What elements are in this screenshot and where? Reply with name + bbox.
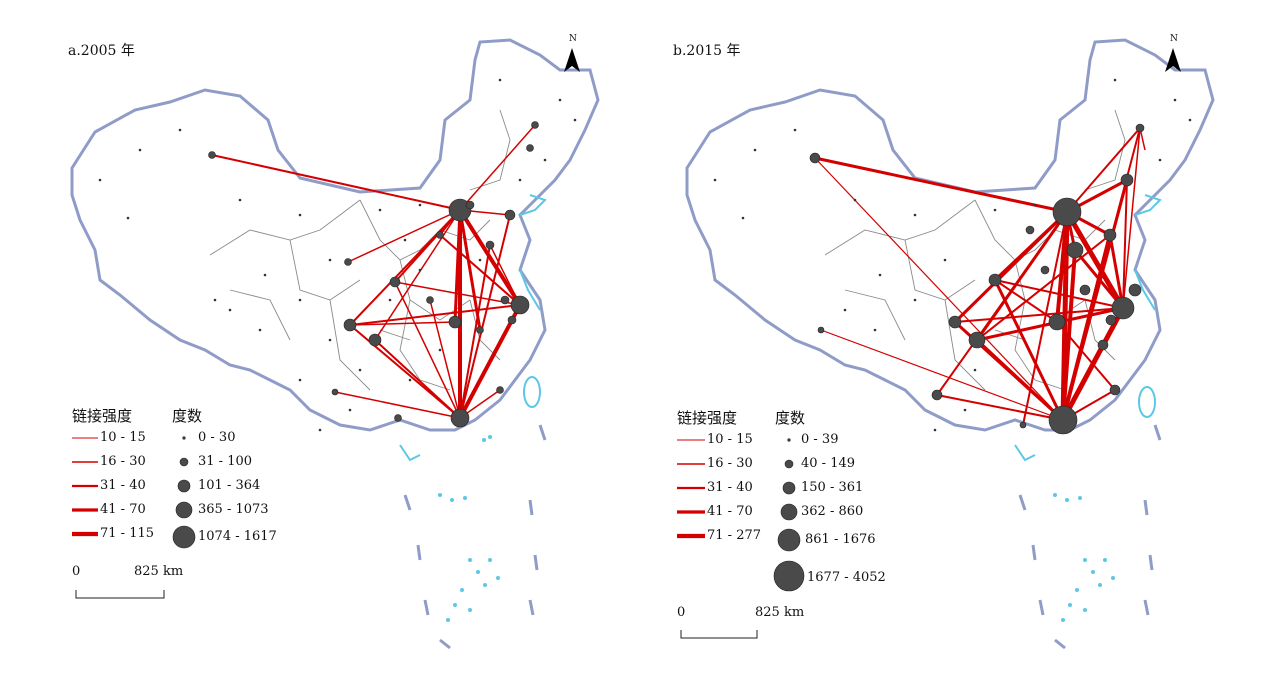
legend-link-label: 71 - 277: [707, 528, 762, 543]
scale-bar: [75, 590, 165, 599]
links-2015: [814, 127, 1146, 426]
legend-links-title: 链接强度: [72, 407, 133, 425]
nine-dash-line: [1018, 424, 1162, 650]
panel-title: b.2015 年: [673, 43, 741, 59]
legend-link-label: 41 - 70: [707, 504, 753, 519]
scale-bar: [680, 630, 758, 639]
minor-nodes-2015: [713, 78, 1192, 432]
legend-degree-title: 度数: [775, 409, 806, 427]
scale-zero: 0: [72, 564, 81, 579]
panel-title: a.2005 年: [68, 43, 135, 59]
nodes-2005: [208, 121, 539, 428]
map-svg-2005: [70, 38, 600, 650]
taiwan-island: [523, 376, 541, 408]
legend-link-label: 16 - 30: [707, 456, 753, 471]
south-sea-islands: [1053, 493, 1115, 622]
legend-degree-label: 40 - 149: [801, 456, 856, 471]
legend-link-symbols: [72, 437, 98, 537]
legend-degree-label: 150 - 361: [801, 480, 864, 495]
links-2005: [211, 124, 536, 419]
south-sea-islands: [438, 435, 500, 622]
legend-degree-label: 0 - 30: [198, 430, 236, 445]
legend-degree-symbols: [172, 436, 196, 549]
legend-link-label: 41 - 70: [100, 502, 146, 517]
scale-distance: 825 km: [134, 564, 184, 579]
legend-degree-title: 度数: [172, 407, 203, 425]
north-label: N: [569, 34, 577, 44]
scale-distance: 825 km: [755, 605, 805, 620]
map-panel-2015: b.2015 年 N 链接强度 度数 10 - 15 16 - 30 31 - …: [615, 0, 1250, 678]
legend-link-symbols: [677, 439, 705, 539]
north-arrow: [564, 48, 580, 72]
legend-degree-label: 362 - 860: [801, 504, 864, 519]
legend-degree-label: 101 - 364: [198, 478, 261, 493]
taiwan-island: [1138, 386, 1156, 418]
nodes-2015: [809, 123, 1145, 435]
coastline-water: [399, 194, 547, 462]
legend-degree-label: 861 - 1676: [805, 532, 876, 547]
nine-dash-line: [403, 424, 547, 650]
legend-degree-label: 1677 - 4052: [807, 570, 886, 585]
scale-zero: 0: [677, 605, 686, 620]
coastline-water: [1014, 194, 1162, 462]
map-svg-2015: [677, 38, 1215, 650]
legend-link-label: 10 - 15: [100, 430, 146, 445]
legend-degree-label: 0 - 39: [801, 432, 839, 447]
legend-links-title: 链接强度: [677, 409, 738, 427]
legend-degree-symbols: [773, 438, 805, 592]
legend-degree-label: 31 - 100: [198, 454, 253, 469]
legend-link-label: 16 - 30: [100, 454, 146, 469]
map-panel-2005: a.2005 年 N 链接强度 度数 10 - 15 16 - 30 31 - …: [68, 34, 600, 650]
legend-link-label: 31 - 40: [100, 478, 146, 493]
country-outline: [70, 38, 600, 432]
legend-link-label: 10 - 15: [707, 432, 753, 447]
legend-link-label: 31 - 40: [707, 480, 753, 495]
legend-degree-label: 365 - 1073: [198, 502, 269, 517]
minor-nodes-2005: [98, 78, 577, 432]
country-outline: [685, 38, 1215, 432]
north-label: N: [1170, 34, 1178, 44]
north-arrow: [1165, 48, 1181, 72]
legend-link-label: 71 - 115: [100, 526, 155, 541]
legend-degree-label: 1074 - 1617: [198, 529, 277, 544]
